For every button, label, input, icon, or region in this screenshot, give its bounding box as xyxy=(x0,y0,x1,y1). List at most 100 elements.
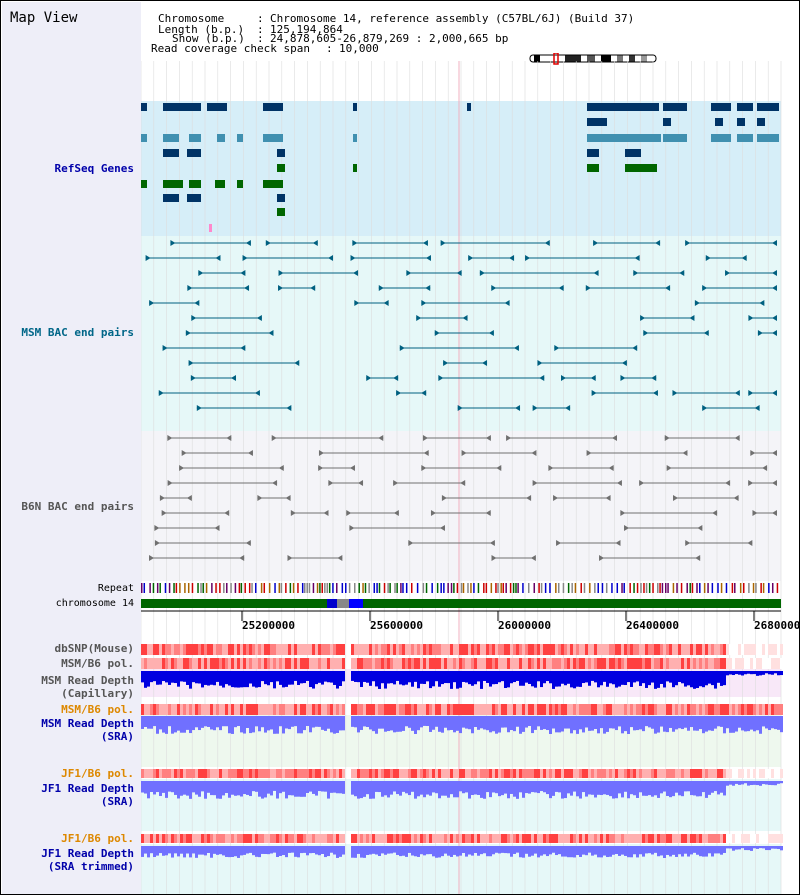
depth-bar xyxy=(459,671,462,688)
pol-cell xyxy=(309,658,312,669)
msm-pol2-label[interactable]: MSM/B6 pol. xyxy=(61,703,134,716)
jf1-pol2-label[interactable]: JF1/B6 pol. xyxy=(61,832,134,845)
repeat-element xyxy=(278,583,281,593)
pol-cell xyxy=(207,704,210,715)
gene-feature xyxy=(163,103,201,111)
axis-tick-label: 25600000 xyxy=(370,619,423,632)
jf1-pol1-label[interactable]: JF1/B6 pol. xyxy=(61,767,134,780)
depth-bar xyxy=(666,671,669,682)
pol-cell xyxy=(768,704,771,715)
gene-feature xyxy=(711,134,731,142)
pol-cell xyxy=(777,658,780,669)
depth-bar xyxy=(519,781,522,793)
pol-cell xyxy=(639,644,642,655)
depth-bar xyxy=(288,716,291,730)
msm-depth-sra-label[interactable]: MSM Read Depth xyxy=(41,717,134,730)
msm-bac-pair-end xyxy=(679,270,685,276)
repeat-element xyxy=(571,583,573,593)
gene-feature xyxy=(663,118,671,126)
depth-bar xyxy=(273,846,276,853)
pol-cell xyxy=(753,658,756,669)
msm-depth-cap-label[interactable]: MSM Read Depth xyxy=(41,674,134,687)
chromosome-ideogram[interactable] xyxy=(529,53,659,65)
pol-cell xyxy=(255,704,258,715)
pol-cell xyxy=(504,644,507,655)
b6n-bac-pair-end xyxy=(624,525,630,531)
depth-bar xyxy=(684,846,687,854)
depth-bar xyxy=(225,846,228,857)
depth-bar xyxy=(729,781,732,785)
msm-bac-pair-end xyxy=(416,315,422,321)
depth-bar xyxy=(606,671,609,687)
pol-cell xyxy=(324,769,327,778)
pol-cell xyxy=(405,769,408,778)
pol-cell xyxy=(519,769,522,778)
pol-cell xyxy=(447,704,450,715)
pol-cell xyxy=(141,769,144,778)
dbsnp-label[interactable]: dbSNP(Mouse) xyxy=(54,642,134,655)
depth-bar xyxy=(771,781,774,786)
depth-bar xyxy=(588,716,591,731)
depth-bar xyxy=(333,781,336,793)
pol-cell xyxy=(465,644,468,655)
depth-bar xyxy=(600,671,603,686)
pol-cell xyxy=(252,644,255,655)
b6n-bac-pair-end xyxy=(149,555,155,561)
depth-bar xyxy=(369,781,372,799)
depth-bar xyxy=(195,716,198,728)
pol-cell xyxy=(207,644,210,655)
pol-cell xyxy=(507,769,510,778)
msm-bac-label[interactable]: MSM BAC end pairs xyxy=(21,326,134,339)
b6n-bac-pair-end xyxy=(506,435,512,441)
repeat-element xyxy=(776,583,779,593)
depth-bar xyxy=(426,671,429,682)
length-label: Length (b.p.) xyxy=(158,23,245,36)
pol-cell xyxy=(696,644,699,655)
pol-cell xyxy=(771,644,774,655)
depth-bar xyxy=(615,781,618,799)
pol-cell xyxy=(609,658,612,669)
pol-cell xyxy=(735,644,738,655)
repeat-element xyxy=(358,583,360,593)
pol-cell xyxy=(186,769,189,778)
depth-bar xyxy=(642,781,645,796)
pol-cell xyxy=(759,644,762,655)
jf1-depth-trim-label[interactable]: JF1 Read Depth xyxy=(41,847,134,860)
pol-cell xyxy=(309,834,312,843)
pol-cell xyxy=(687,704,690,715)
depth-bar xyxy=(492,716,495,732)
pol-cell xyxy=(513,658,516,669)
pol-cell xyxy=(627,704,630,715)
msm-pol1-label[interactable]: MSM/B6 pol. xyxy=(61,657,134,670)
pol-cell xyxy=(399,769,402,778)
pol-cell xyxy=(702,704,705,715)
genome-plot[interactable] xyxy=(141,1,800,895)
depth-bar xyxy=(591,846,594,856)
msm-bac-pair-end xyxy=(422,240,428,246)
depth-bar xyxy=(360,846,363,858)
refseq-genes-label[interactable]: RefSeq Genes xyxy=(54,162,134,175)
depth-bar xyxy=(747,781,750,786)
pol-cell xyxy=(144,834,147,843)
pol-cell xyxy=(228,704,231,715)
pol-cell xyxy=(498,769,501,778)
b6n-bac-label[interactable]: B6N BAC end pairs xyxy=(21,500,134,513)
pol-cell xyxy=(756,834,759,843)
pol-cell xyxy=(552,644,555,655)
pol-cell xyxy=(318,658,321,669)
pol-cell xyxy=(594,704,597,715)
depth-bar xyxy=(648,846,651,854)
pol-cell xyxy=(393,704,396,715)
jf1-depth-sra-label[interactable]: JF1 Read Depth xyxy=(41,782,134,795)
depth-bar xyxy=(504,846,507,854)
depth-bar xyxy=(408,716,411,728)
depth-bar xyxy=(669,846,672,857)
depth-bar xyxy=(222,846,225,856)
pol-cell xyxy=(303,658,306,669)
pol-cell xyxy=(285,704,288,715)
depth-bar xyxy=(456,716,459,731)
repeat-element xyxy=(422,583,425,593)
pol-cell xyxy=(243,644,246,655)
depth-bar xyxy=(750,716,753,730)
gene-feature xyxy=(663,103,687,111)
